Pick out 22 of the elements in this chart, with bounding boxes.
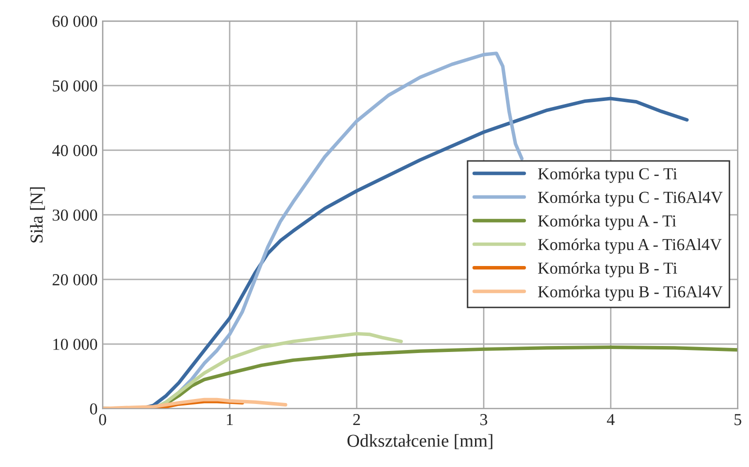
y-tick-label: 10 000 xyxy=(53,338,98,350)
x-tick-label: 1 xyxy=(226,414,233,426)
legend-label: Komórka typu A - Ti xyxy=(538,214,676,230)
line-series xyxy=(102,398,288,409)
y-tick-label: 30 000 xyxy=(52,210,98,221)
y-tick-label: 20 000 xyxy=(52,274,98,286)
legend-label: Komórka typu B - Ti6Al4V xyxy=(538,286,723,301)
y-tick-label: 0 xyxy=(90,403,98,415)
legend-label: Komórka typu C - Ti6Al4V xyxy=(538,191,723,206)
x-tick-label: 5 xyxy=(734,414,742,426)
x-tick-label: 4 xyxy=(606,414,615,426)
legend-label: Komórka typu B - Ti xyxy=(538,262,678,278)
x-tick-label: 2 xyxy=(353,414,360,426)
y-tick-label: 60 000 xyxy=(52,16,98,27)
x-axis-title: Odkształcenie [mm] xyxy=(347,434,492,450)
legend-label: Komórka typu A - Ti6Al4V xyxy=(538,238,722,254)
y-axis-title: Siła [N] xyxy=(30,187,45,242)
x-tick-label: 3 xyxy=(480,414,488,426)
legend-label: Komórka typu C - Ti xyxy=(538,168,678,183)
x-tick-label: 0 xyxy=(99,414,106,426)
y-tick-label: 50 000 xyxy=(52,80,98,92)
y-tick-label: 40 000 xyxy=(52,144,98,156)
